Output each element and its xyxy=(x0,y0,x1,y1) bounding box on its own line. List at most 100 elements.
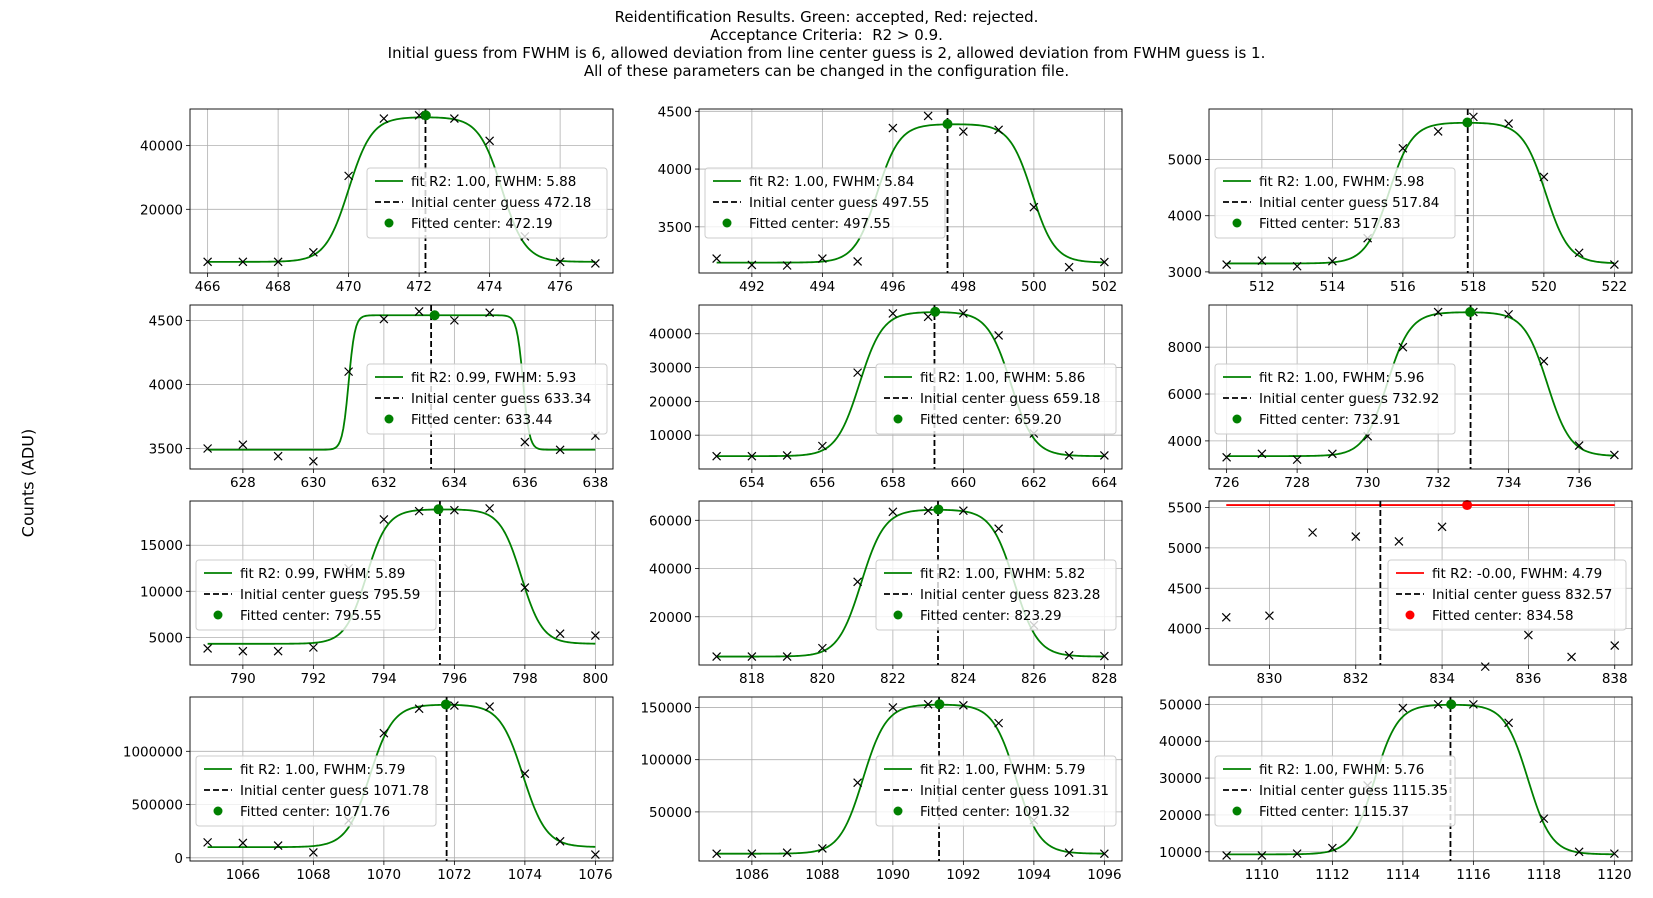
y-tick-label: 5000 xyxy=(1168,541,1202,557)
data-point xyxy=(1523,630,1533,640)
data-point xyxy=(1292,849,1302,859)
y-tick-label: 40000 xyxy=(649,562,692,578)
y-tick-label: 10000 xyxy=(1159,845,1202,861)
x-tick-label: 834 xyxy=(1429,671,1455,687)
data-point xyxy=(203,643,213,653)
data-point xyxy=(958,309,968,318)
legend-box xyxy=(195,559,437,631)
data-point xyxy=(923,111,933,121)
data-point xyxy=(853,368,863,378)
x-tick-label: 796 xyxy=(441,671,467,687)
legend-box xyxy=(875,559,1117,631)
data-point xyxy=(1099,849,1109,859)
fit-curve xyxy=(207,508,596,645)
legend-center-swatch xyxy=(213,806,223,816)
data-point xyxy=(923,506,933,516)
x-tick-label: 632 xyxy=(371,475,397,491)
data-point xyxy=(308,456,318,466)
data-point xyxy=(958,127,968,136)
data-point xyxy=(590,259,600,268)
y-tick-label: 5000 xyxy=(149,630,183,646)
fit-curve xyxy=(1226,121,1615,265)
y-tick-label: 5500 xyxy=(1168,500,1202,516)
legend-fit-label: fit R2: 1.00, FWHM: 5.98 xyxy=(1259,174,1424,190)
x-tick-label: 1118 xyxy=(1527,867,1561,883)
x-tick-label: 658 xyxy=(880,475,906,491)
y-tick-label: 30000 xyxy=(1159,771,1202,787)
data-point xyxy=(485,136,495,146)
legend-center-swatch xyxy=(384,218,394,228)
legend-guess-label: Initial center guess 823.28 xyxy=(920,587,1100,603)
data-point xyxy=(1574,847,1584,857)
x-tick-label: 466 xyxy=(195,279,221,295)
legend-guess-label: Initial center guess 732.92 xyxy=(1259,391,1439,407)
data-point xyxy=(485,308,495,318)
data-point xyxy=(747,652,757,661)
y-tick-label: 60000 xyxy=(649,513,692,529)
x-tick-label: 664 xyxy=(1091,475,1117,491)
data-point xyxy=(1609,849,1619,859)
y-tick-label: 6000 xyxy=(1168,387,1202,403)
data-point xyxy=(853,778,863,788)
fit-curve xyxy=(207,314,596,451)
x-tick-label: 500 xyxy=(1021,279,1047,295)
data-point xyxy=(273,646,283,656)
data-point xyxy=(747,849,757,859)
x-tick-label: 474 xyxy=(477,279,503,295)
legend-guess-label: Initial center guess 517.84 xyxy=(1259,195,1439,211)
data-point xyxy=(1504,119,1514,129)
y-tick-label: 30000 xyxy=(649,361,692,377)
data-point xyxy=(1064,262,1074,272)
legend-fit-label: fit R2: -0.00, FWHM: 4.79 xyxy=(1432,566,1602,582)
data-point xyxy=(1504,718,1514,728)
data-point xyxy=(1433,307,1443,317)
data-point xyxy=(817,643,827,653)
axes-frame xyxy=(698,108,1123,274)
legend: fit R2: 1.00, FWHM: 5.96 Initial center g… xyxy=(1214,363,1456,435)
y-tick-label: 1000000 xyxy=(123,744,183,760)
data-point xyxy=(449,701,459,710)
data-point xyxy=(923,699,933,709)
x-tick-label: 654 xyxy=(739,475,765,491)
data-point xyxy=(238,838,248,848)
x-tick-label: 800 xyxy=(582,671,608,687)
data-point xyxy=(712,849,722,859)
fit-curve xyxy=(207,116,596,263)
legend-center-swatch xyxy=(213,610,223,620)
title-line-2: Acceptance Criteria: R2 > 0.9. xyxy=(710,26,943,44)
data-point xyxy=(308,848,318,857)
x-tick-label: 824 xyxy=(950,671,976,687)
data-point xyxy=(203,257,213,267)
data-point xyxy=(958,506,968,516)
legend-guess-label: Initial center guess 497.55 xyxy=(749,195,929,211)
legend: fit R2: 1.00, FWHM: 5.82 Initial center g… xyxy=(875,559,1117,631)
data-point xyxy=(308,643,318,652)
subplot-5: 654 656 658 660 662 664 10000 20000 30000 40000 fi… xyxy=(649,304,1123,491)
x-tick-label: 498 xyxy=(950,279,976,295)
x-tick-label: 1120 xyxy=(1597,867,1631,883)
fitted-center-marker xyxy=(420,110,431,121)
subplot-11: 1086 1088 1090 1092 1094 1096 50000 100000 15000… xyxy=(640,696,1123,883)
fit-curve xyxy=(716,123,1105,264)
x-tick-label: 790 xyxy=(230,671,256,687)
data-point xyxy=(1308,528,1318,537)
fitted-center-marker xyxy=(1462,117,1473,128)
data-point xyxy=(555,257,565,267)
x-tick-label: 468 xyxy=(265,279,291,295)
legend-center-label: Fitted center: 659.20 xyxy=(920,412,1062,428)
y-tick-label: 4500 xyxy=(1168,581,1202,597)
x-tick-label: 736 xyxy=(1566,475,1592,491)
data-point xyxy=(1437,522,1447,532)
data-point xyxy=(273,841,283,850)
legend-center-swatch xyxy=(1232,218,1242,228)
x-tick-label: 832 xyxy=(1343,671,1369,687)
legend-center-label: Fitted center: 472.19 xyxy=(411,216,553,232)
axes-frame xyxy=(189,696,614,862)
data-point xyxy=(817,441,827,451)
y-tick-label: 4500 xyxy=(149,313,183,329)
data-point xyxy=(273,451,283,461)
legend-center-label: Fitted center: 1091.32 xyxy=(920,804,1070,820)
data-point xyxy=(414,704,424,714)
data-point xyxy=(1327,843,1337,853)
legend-fit-label: fit R2: 1.00, FWHM: 5.82 xyxy=(920,566,1085,582)
